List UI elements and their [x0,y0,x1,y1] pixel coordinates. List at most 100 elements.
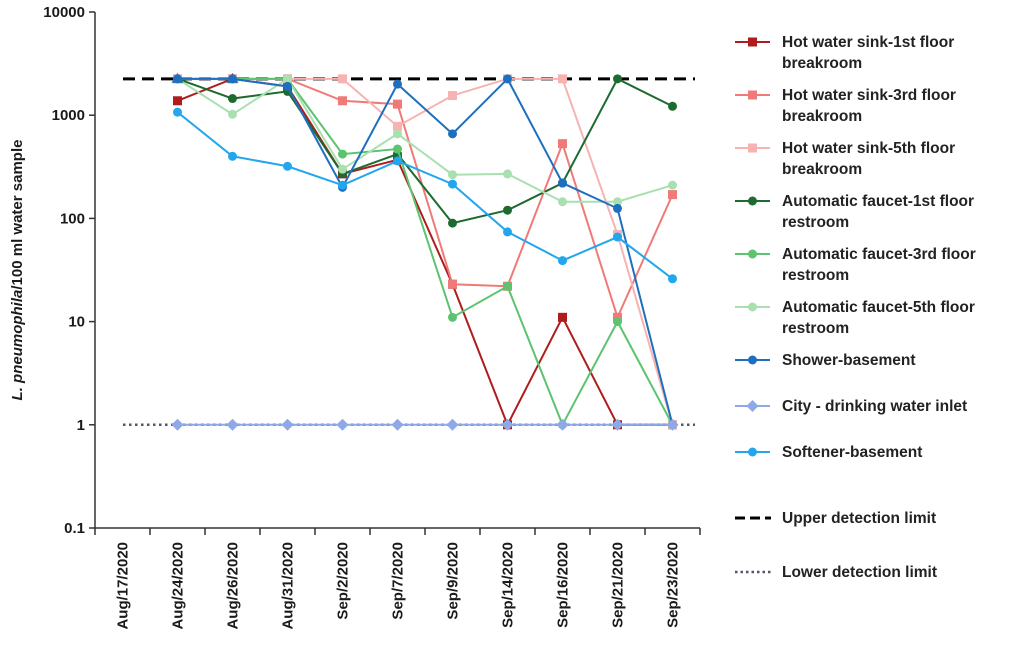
y-axis-title: L. pneumophila/100 ml water sample [9,140,26,401]
legend-item-6: Automatic faucet-5th floor restroom [735,299,975,337]
data-point [613,197,622,207]
x-tick-label: Sep/2/2020 [335,542,352,620]
series-line [176,77,673,203]
data-point [448,170,457,180]
data-point [393,129,402,139]
data-point [448,91,457,101]
legend-swatch-marker [748,249,757,259]
data-point [668,180,677,190]
legend-label: restroom [782,214,849,231]
data-point [393,99,402,109]
series-9 [173,107,677,284]
series-4 [173,74,677,228]
series-line [177,77,673,428]
series-line [176,111,674,280]
data-point [613,317,622,327]
data-point [446,418,459,431]
tick-labels: 0.1 1 10 100 1000 10000 Aug/17/2020 Aug/24/2020… [43,4,681,630]
legend-swatch-marker [748,355,757,365]
legend-label: Automatic faucet-5th floor [782,299,975,316]
legend-label: Shower-basement [782,352,916,369]
data-point [393,156,402,166]
x-tick-label: Aug/31/2020 [280,542,297,630]
x-tick-label: Sep/16/2020 [555,542,572,628]
legend-label: breakroom [782,161,862,178]
series-3 [173,74,677,430]
legend-item-3: Hot water sink-5th floor breakroom [735,140,955,178]
data-point [668,190,677,200]
data-point [448,218,457,228]
data-point [613,203,622,213]
legend-label: Lower detection limit [782,564,937,581]
legend-label: Automatic faucet-1st floor [782,193,974,210]
y-tick-label: 10000 [43,4,85,21]
series-line [177,77,674,426]
data-point [503,205,512,215]
data-point [283,74,292,84]
data-point [336,418,349,431]
data-point [393,121,402,131]
data-point [173,107,182,117]
y-axis-title-rest: /100 ml water sample [9,140,26,290]
x-tick-label: Aug/24/2020 [170,542,187,630]
data-point [393,144,402,154]
legend-label: City - drinking water inlet [782,398,967,415]
data-point [173,96,182,106]
data-point [338,149,347,159]
data-point [393,79,402,89]
x-tick-label: Sep/9/2020 [445,542,462,620]
data-point [558,312,567,322]
legend-label: Softener-basement [782,444,922,461]
data-point [448,179,457,189]
legend-label: breakroom [782,108,862,125]
legend-swatch-marker [748,196,757,206]
legend-label: Automatic faucet-3rd floor [782,246,976,263]
series-line [177,77,673,225]
y-tick-label: 100 [60,210,85,227]
series-1 [173,74,677,430]
data-point [668,101,677,111]
data-point [503,281,512,291]
legend-label: Hot water sink-1st floor [782,34,954,51]
legend-swatch-marker [748,90,757,100]
legend-item-9: Softener-basement [735,444,922,461]
legend-label: restroom [782,320,849,337]
data-point [391,418,404,431]
x-tick-label: Sep/23/2020 [665,542,682,628]
data-point [338,96,347,106]
data-point [448,129,457,139]
series-line [177,77,674,426]
series-7 [173,74,677,430]
data-point [666,418,679,431]
reference-lines [123,77,695,427]
upper-limit-markers [171,72,239,83]
data-point [558,197,567,207]
data-point [281,418,294,431]
legend-upper-detection-limit: Upper detection limit [735,510,936,527]
data-point [283,161,292,171]
legend-swatch-marker [748,37,757,47]
data-point [171,418,184,431]
legend-swatch-marker [748,302,757,312]
legend-item-7: Shower-basement [735,352,916,369]
legend-label: restroom [782,267,849,284]
data-point [668,274,677,284]
axes [89,11,701,535]
data-point [556,418,569,431]
legend-item-8: City - drinking water inlet [735,398,967,415]
y-tick-label: 1 [77,417,85,434]
legend-item-2: Hot water sink-3rd floor breakroom [735,87,956,125]
data-point [501,418,514,431]
legend-lower-detection-limit: Lower detection limit [735,564,937,581]
data-point [503,169,512,179]
x-tick-label: Sep/21/2020 [610,542,627,628]
series-layer [171,72,679,431]
data-point [226,72,239,83]
series-5 [173,74,677,430]
data-point [558,74,567,84]
data-point [228,94,237,104]
data-point [228,109,237,119]
legend-label: breakroom [782,55,862,72]
